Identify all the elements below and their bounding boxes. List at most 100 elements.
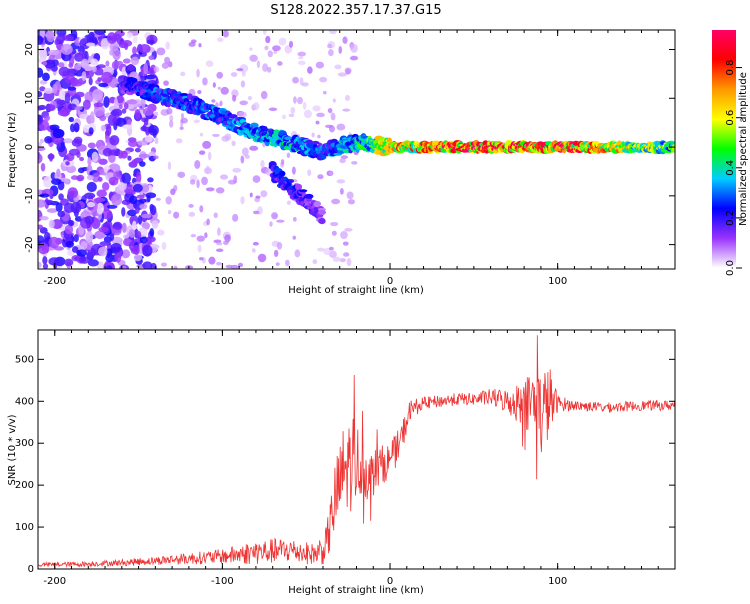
heatmap-cell — [123, 101, 129, 110]
heatmap-cell — [286, 152, 291, 158]
heatmap-cell — [312, 105, 321, 112]
heatmap-cell — [327, 107, 333, 114]
snr-y-label: SNR (10 * v/v) — [7, 414, 18, 485]
heatmap-cell — [262, 30, 267, 35]
heatmap-cell — [193, 119, 201, 124]
heatmap-cell — [278, 170, 286, 177]
heatmap-cell — [94, 30, 106, 36]
heatmap-cell — [87, 142, 96, 149]
heatmap-cell — [225, 264, 233, 269]
heatmap-cell — [197, 89, 202, 95]
heatmap-cell — [227, 179, 237, 185]
heatmap-cell — [45, 104, 56, 112]
heatmap-cell — [199, 257, 204, 261]
heatmap-cell — [129, 195, 138, 205]
heatmap-cell — [344, 67, 352, 75]
heatmap-cell — [260, 190, 268, 198]
heatmap-cell — [85, 231, 94, 243]
heatmap-cell — [317, 247, 325, 252]
heatmap-cell — [140, 97, 146, 109]
heatmap-cell — [232, 167, 242, 173]
heatmap-cell — [105, 60, 110, 67]
heatmap-cell — [93, 105, 105, 118]
heatmap-cell — [212, 82, 216, 88]
heatmap-cell — [68, 116, 75, 123]
heatmap-cell — [148, 125, 159, 136]
heatmap-cell — [199, 132, 204, 137]
heatmap-cell — [93, 102, 104, 108]
heatmap-cell — [331, 198, 341, 205]
heatmap-cell — [114, 252, 122, 263]
heatmap-cell — [188, 211, 196, 217]
heatmap-cell — [43, 115, 51, 122]
heatmap-cell — [131, 159, 138, 166]
heatmap-cell — [64, 75, 76, 84]
heatmap-cell — [97, 77, 102, 82]
heatmap-cell — [254, 197, 261, 203]
heatmap-cell — [315, 120, 320, 125]
heatmap-cell — [48, 153, 54, 162]
heatmap-cell — [307, 169, 312, 176]
heatmap-cell — [339, 258, 346, 263]
heatmap-cell — [39, 215, 49, 221]
heatmap-cell — [68, 148, 80, 156]
heatmap-cell — [106, 265, 113, 269]
heatmap-cell — [70, 175, 79, 180]
x-tick-label: 100 — [548, 576, 567, 587]
heatmap-cell — [91, 151, 99, 163]
heatmap-cell — [194, 159, 201, 169]
heatmap-cell — [155, 197, 161, 201]
snr-frame — [37, 329, 676, 570]
heatmap-cell — [206, 218, 210, 226]
heatmap-cell — [346, 257, 352, 267]
heatmap-cell — [292, 76, 299, 84]
heatmap-cell — [126, 99, 138, 105]
heatmap-y-label: Frequency (Hz) — [7, 112, 18, 188]
heatmap-cell — [180, 71, 186, 77]
heatmap-cell — [271, 213, 278, 219]
heatmap-cell — [350, 43, 358, 53]
heatmap-cell — [122, 58, 131, 64]
heatmap-cell — [268, 107, 278, 112]
heatmap-cell — [175, 138, 183, 144]
heatmap-cell — [205, 60, 214, 68]
heatmap-cell — [88, 127, 94, 135]
heatmap-cell — [198, 150, 206, 155]
heatmap-cell — [349, 55, 359, 61]
heatmap-cell — [94, 230, 106, 239]
heatmap-cell — [232, 213, 239, 222]
heatmap-cell — [48, 49, 60, 56]
heatmap-cell — [351, 161, 358, 165]
heatmap-cell — [38, 142, 42, 147]
heatmap-cell — [277, 61, 283, 66]
heatmap-cell — [42, 256, 48, 265]
heatmap-cell — [143, 62, 149, 75]
heatmap-cell — [132, 220, 137, 231]
heatmap-cell — [121, 249, 131, 259]
heatmap-cell — [320, 154, 327, 160]
heatmap-cell — [265, 35, 271, 44]
heatmap-cell — [208, 256, 216, 265]
heatmap-cell — [216, 242, 223, 246]
heatmap-cell — [122, 124, 133, 130]
y-tick-label: 300 — [15, 438, 34, 449]
heatmap-cell — [230, 72, 238, 77]
heatmap-cell — [157, 229, 165, 236]
heatmap-cell — [201, 176, 208, 186]
heatmap-cell — [130, 56, 140, 66]
heatmap-cell — [87, 156, 92, 166]
heatmap-cell — [246, 123, 251, 129]
heatmap-cell — [252, 175, 261, 183]
heatmap-cell — [327, 43, 333, 49]
heatmap-cell — [217, 37, 224, 43]
heatmap-cell — [112, 221, 123, 230]
heatmap-cell — [330, 111, 334, 117]
heatmap-cell — [134, 108, 141, 120]
heatmap-cell — [275, 262, 280, 266]
heatmap-cell — [90, 58, 99, 66]
heatmap-cell — [215, 187, 225, 194]
heatmap-cell — [74, 91, 85, 98]
heatmap-cell — [292, 216, 297, 222]
heatmap-cell — [339, 187, 344, 195]
heatmap-cell — [232, 94, 237, 102]
